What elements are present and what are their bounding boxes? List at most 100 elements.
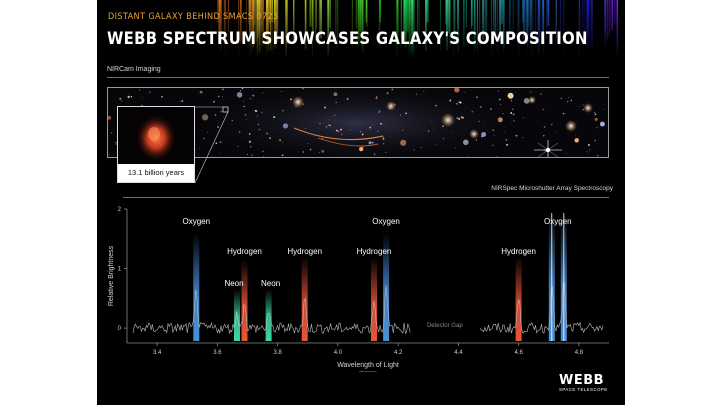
bright-galaxy [528, 96, 536, 104]
star [496, 156, 498, 157]
star [550, 123, 553, 126]
star [262, 92, 264, 94]
star [223, 117, 224, 118]
star [335, 129, 338, 132]
star [379, 110, 381, 112]
star [215, 142, 218, 144]
star [507, 92, 514, 99]
star [530, 91, 532, 93]
x-tick-label: 4.4 [454, 350, 463, 356]
star [248, 140, 252, 143]
star [245, 119, 247, 121]
star [567, 101, 569, 103]
star [370, 128, 371, 130]
star [121, 100, 123, 102]
star [410, 116, 411, 118]
star [442, 138, 444, 140]
star [115, 142, 117, 144]
star [505, 139, 508, 141]
star [130, 95, 133, 98]
star [239, 90, 242, 92]
star [596, 154, 599, 157]
star [319, 122, 321, 125]
emission-line-hydrogen [371, 256, 377, 341]
emission-label-hydrogen: Hydrogen [501, 247, 536, 256]
star [337, 130, 340, 133]
bright-galaxy [292, 96, 304, 108]
bright-galaxy [583, 103, 593, 113]
galaxy-blob-image [136, 115, 176, 161]
x-tick-label: 4.2 [394, 350, 403, 356]
galaxy-inset: 13.1 billion years [117, 106, 195, 183]
star [334, 88, 335, 90]
webb-logo: WEBB SPACE TELESCOPE [559, 373, 608, 392]
star [335, 101, 337, 104]
x-tick-label: 4.6 [514, 350, 523, 356]
star [463, 134, 465, 136]
detector-gap-label: Detector Gap [427, 323, 463, 329]
star [515, 91, 516, 93]
emission-label-neon: Neon [224, 279, 243, 288]
star [127, 95, 130, 99]
star [279, 139, 281, 142]
star [399, 114, 401, 116]
star [510, 123, 512, 124]
star [420, 146, 422, 149]
y-tick-label: 1 [118, 267, 122, 273]
star [376, 96, 378, 98]
star [579, 106, 581, 107]
star [405, 112, 407, 115]
star [290, 98, 292, 101]
bright-galaxy [441, 113, 455, 127]
deep-field-stars [108, 88, 605, 157]
star [149, 91, 151, 93]
logo-subtitle: SPACE TELESCOPE [559, 387, 608, 392]
star [497, 90, 500, 92]
star [181, 100, 184, 102]
star [574, 138, 579, 143]
star [391, 88, 394, 91]
star [378, 111, 380, 113]
kicker-text: DISTANT GALAXY BEHIND SMACS 0723 [108, 12, 279, 22]
star [447, 109, 449, 111]
star [471, 110, 474, 113]
star [238, 130, 241, 133]
nircam-section-label: NIRCam Imaging [107, 66, 161, 73]
star [456, 102, 458, 105]
star [301, 88, 304, 90]
star [503, 126, 505, 127]
star [346, 98, 349, 100]
star [512, 113, 515, 116]
star [328, 124, 330, 126]
x-tick-label: 3.8 [273, 350, 282, 356]
star [250, 146, 252, 148]
star [442, 125, 444, 127]
star [458, 118, 461, 120]
star [493, 134, 495, 136]
star [243, 105, 245, 108]
star [582, 104, 583, 105]
star [492, 144, 494, 146]
star [413, 149, 415, 151]
diffraction-spike-star [534, 140, 562, 157]
star [464, 92, 466, 93]
star [307, 143, 309, 145]
bright-galaxy [565, 120, 577, 132]
emission-label-hydrogen: Hydrogen [287, 247, 322, 256]
star [596, 126, 598, 129]
star [248, 133, 251, 135]
star [467, 156, 470, 157]
star [269, 137, 271, 139]
star [540, 93, 542, 95]
emission-label-oxygen: Oxygen [544, 217, 572, 226]
star [195, 149, 197, 151]
star [594, 117, 598, 121]
star [389, 135, 391, 137]
star [371, 141, 374, 144]
star [500, 104, 501, 105]
star [142, 97, 143, 99]
star [201, 114, 209, 121]
star [108, 115, 112, 120]
star [231, 119, 233, 122]
